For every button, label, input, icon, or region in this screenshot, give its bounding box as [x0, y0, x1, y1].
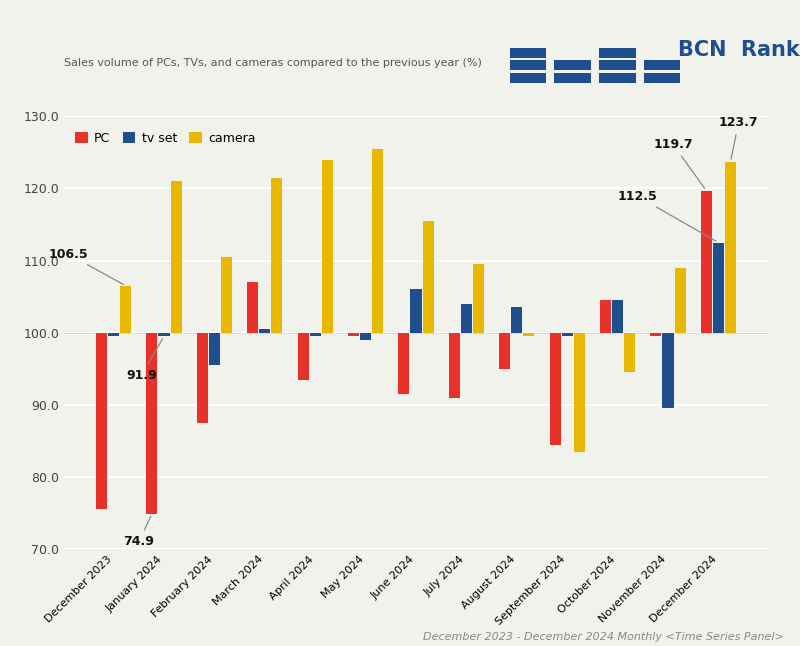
- Text: 106.5: 106.5: [49, 247, 123, 284]
- Bar: [158, 333, 170, 337]
- Bar: [209, 333, 220, 365]
- Text: 123.7: 123.7: [718, 116, 758, 159]
- Bar: [499, 333, 510, 369]
- Bar: [120, 286, 131, 333]
- Bar: [247, 282, 258, 333]
- Bar: [322, 160, 333, 333]
- FancyBboxPatch shape: [510, 60, 546, 70]
- Text: 91.9: 91.9: [126, 339, 162, 382]
- Bar: [674, 267, 686, 333]
- Bar: [96, 333, 107, 510]
- FancyBboxPatch shape: [644, 72, 680, 83]
- Text: BCN  Ranking: BCN Ranking: [678, 40, 800, 60]
- Bar: [701, 191, 712, 333]
- Bar: [600, 300, 611, 333]
- Bar: [624, 333, 635, 372]
- Bar: [410, 289, 422, 333]
- Bar: [662, 333, 674, 408]
- Bar: [422, 221, 434, 333]
- Bar: [523, 333, 534, 337]
- Bar: [562, 333, 573, 337]
- Bar: [271, 178, 282, 333]
- FancyBboxPatch shape: [599, 72, 636, 83]
- Text: 112.5: 112.5: [618, 190, 716, 241]
- Text: Sales volume of PCs, TVs, and cameras compared to the previous year (%): Sales volume of PCs, TVs, and cameras co…: [64, 58, 482, 68]
- FancyBboxPatch shape: [644, 60, 680, 70]
- Bar: [449, 333, 460, 397]
- Bar: [550, 333, 561, 444]
- FancyBboxPatch shape: [554, 72, 590, 83]
- Legend: PC, tv set, camera: PC, tv set, camera: [70, 127, 261, 150]
- Bar: [298, 333, 309, 380]
- Bar: [612, 300, 623, 333]
- FancyBboxPatch shape: [599, 60, 636, 70]
- Bar: [108, 333, 119, 337]
- Text: December 2023 - December 2024 Monthly <Time Series Panel>: December 2023 - December 2024 Monthly <T…: [423, 632, 784, 641]
- Bar: [473, 264, 484, 333]
- Bar: [259, 329, 270, 333]
- Bar: [725, 162, 736, 333]
- FancyBboxPatch shape: [554, 60, 590, 70]
- Bar: [398, 333, 410, 394]
- Bar: [146, 333, 158, 514]
- Bar: [372, 149, 383, 333]
- Bar: [574, 333, 585, 452]
- Bar: [360, 333, 371, 340]
- Text: 119.7: 119.7: [653, 138, 705, 189]
- Bar: [461, 304, 472, 333]
- Text: 74.9: 74.9: [123, 516, 154, 548]
- Bar: [511, 307, 522, 333]
- Bar: [650, 333, 662, 337]
- Bar: [197, 333, 208, 423]
- Bar: [170, 181, 182, 333]
- Bar: [221, 257, 232, 333]
- FancyBboxPatch shape: [599, 48, 636, 58]
- FancyBboxPatch shape: [510, 72, 546, 83]
- Bar: [713, 242, 724, 333]
- Bar: [310, 333, 321, 337]
- Bar: [348, 333, 359, 337]
- FancyBboxPatch shape: [510, 48, 546, 58]
